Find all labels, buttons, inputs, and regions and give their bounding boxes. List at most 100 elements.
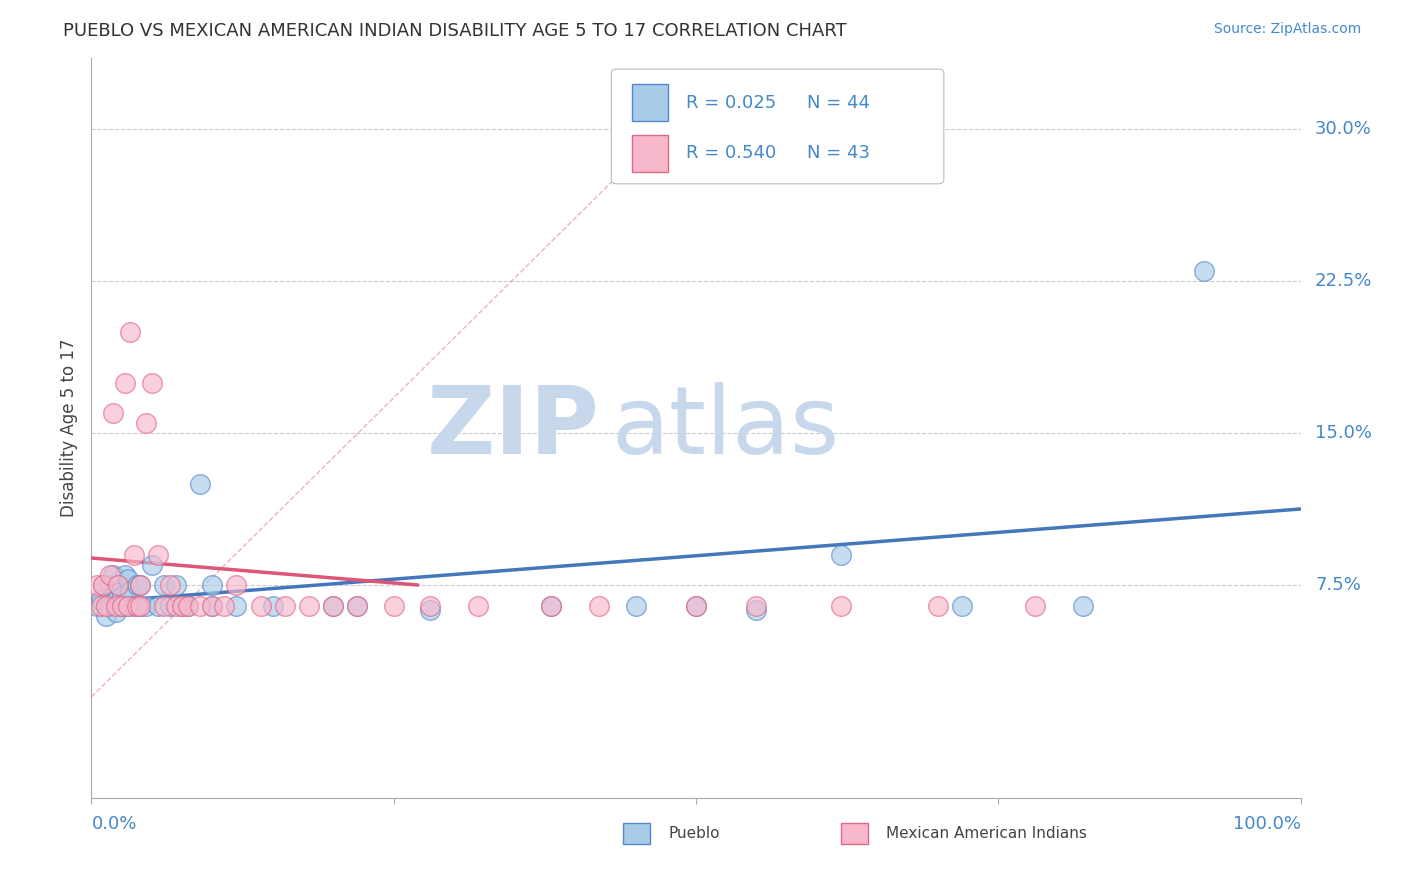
Point [122, 599, 145, 613]
Point [745, 603, 768, 617]
Text: N = 44: N = 44 [807, 94, 870, 112]
Point [120, 325, 142, 339]
Point [117, 599, 139, 613]
Point [927, 599, 949, 613]
Point [188, 599, 211, 613]
FancyBboxPatch shape [612, 69, 943, 184]
Point [188, 477, 211, 491]
Point [159, 599, 181, 613]
Text: 22.5%: 22.5% [1315, 272, 1372, 290]
Bar [631, 135, 668, 172]
Text: 7.5%: 7.5% [1315, 576, 1361, 594]
Point [225, 599, 247, 613]
Point [120, 584, 142, 599]
Point [128, 578, 150, 592]
Point [165, 578, 187, 592]
Point [111, 599, 132, 613]
Point [419, 603, 441, 617]
Point [159, 578, 181, 592]
Point [86, 599, 108, 613]
Point [135, 416, 157, 430]
Point [1071, 599, 1094, 613]
Point [127, 578, 149, 592]
Point [94, 608, 117, 623]
Point [540, 599, 562, 613]
Point [382, 599, 405, 613]
Point [262, 599, 284, 613]
Point [177, 599, 200, 613]
Point [1024, 599, 1046, 613]
Point [117, 599, 139, 613]
Point [225, 578, 247, 592]
Point [177, 599, 200, 613]
Point [90, 599, 112, 613]
Y-axis label: Disability Age 5 to 17: Disability Age 5 to 17 [59, 339, 77, 517]
Point [1192, 264, 1215, 278]
Point [624, 599, 647, 613]
Text: 100.0%: 100.0% [1233, 814, 1301, 832]
Bar [623, 823, 650, 844]
Text: 30.0%: 30.0% [1315, 120, 1372, 138]
Point [111, 599, 132, 613]
Point [298, 599, 321, 613]
Point [214, 599, 236, 613]
Point [141, 558, 163, 572]
Point [249, 599, 271, 613]
Point [101, 568, 124, 582]
Point [122, 548, 145, 562]
Text: PUEBLO VS MEXICAN AMERICAN INDIAN DISABILITY AGE 5 TO 17 CORRELATION CHART: PUEBLO VS MEXICAN AMERICAN INDIAN DISABI… [63, 22, 846, 40]
Point [114, 376, 136, 390]
Text: 0.0%: 0.0% [91, 814, 136, 832]
Point [830, 599, 852, 613]
Point [172, 599, 194, 613]
Point [127, 599, 149, 613]
Text: R = 0.540: R = 0.540 [686, 145, 776, 162]
Point [111, 589, 132, 603]
Text: atlas: atlas [612, 382, 839, 475]
Point [201, 599, 224, 613]
Point [104, 605, 127, 619]
Point [101, 406, 124, 420]
Point [685, 599, 707, 613]
Point [107, 578, 129, 592]
Point [86, 578, 108, 592]
Text: Mexican American Indians: Mexican American Indians [886, 826, 1087, 841]
Point [146, 548, 169, 562]
Bar [631, 85, 668, 121]
Text: 15.0%: 15.0% [1315, 425, 1372, 442]
Text: N = 43: N = 43 [807, 145, 870, 162]
Text: Source: ZipAtlas.com: Source: ZipAtlas.com [1213, 22, 1361, 37]
Point [172, 599, 194, 613]
Point [165, 599, 187, 613]
Point [135, 599, 157, 613]
Point [117, 572, 139, 586]
Point [346, 599, 368, 613]
Point [745, 599, 768, 613]
Point [128, 599, 150, 613]
Point [201, 578, 224, 592]
Text: Pueblo: Pueblo [668, 826, 720, 841]
Point [588, 599, 610, 613]
Point [419, 599, 441, 613]
Point [153, 578, 176, 592]
Point [346, 599, 368, 613]
Point [93, 578, 115, 592]
Point [128, 599, 150, 613]
Text: ZIP: ZIP [426, 382, 599, 475]
Point [830, 548, 852, 562]
Point [98, 568, 121, 582]
Point [685, 599, 707, 613]
Point [950, 599, 973, 613]
Point [128, 578, 150, 592]
Point [322, 599, 344, 613]
Point [153, 599, 176, 613]
Point [104, 599, 127, 613]
Point [141, 376, 163, 390]
Point [114, 568, 136, 582]
Point [98, 578, 121, 592]
Text: R = 0.025: R = 0.025 [686, 94, 776, 112]
Point [146, 599, 169, 613]
Point [93, 578, 115, 592]
Point [274, 599, 297, 613]
Point [90, 592, 112, 607]
